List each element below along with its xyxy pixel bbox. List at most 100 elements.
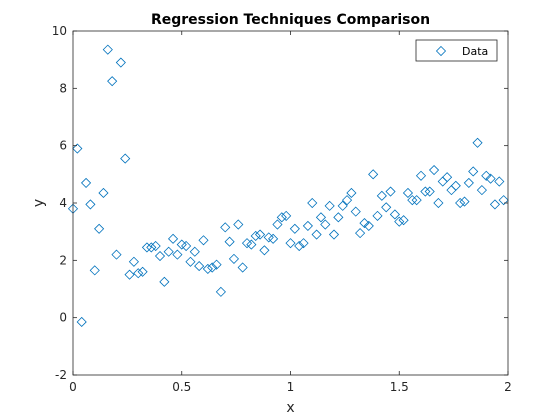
data-point — [428, 164, 440, 176]
data-point — [476, 185, 487, 196]
y-tick-label: 2 — [59, 253, 67, 267]
data-point — [237, 262, 248, 273]
data-point — [85, 199, 96, 210]
data-point — [89, 265, 100, 276]
data-point — [137, 266, 148, 277]
data-point — [381, 202, 392, 213]
legend-box — [415, 39, 498, 62]
data-point — [211, 259, 222, 270]
data-point — [150, 240, 161, 252]
data-point — [124, 269, 135, 280]
data-point — [455, 197, 466, 209]
data-point — [341, 195, 353, 206]
data-point — [481, 170, 492, 181]
data-point — [450, 180, 461, 191]
legend: Data — [415, 39, 498, 62]
plot-area — [73, 31, 508, 375]
data-point — [294, 240, 305, 252]
data-point — [163, 246, 174, 257]
data-point — [420, 186, 431, 197]
data-point — [159, 276, 170, 287]
x-tick-label: 0 — [69, 380, 77, 394]
x-tick-label: 1 — [287, 380, 295, 394]
data-point — [281, 210, 292, 221]
x-tick-label: 2 — [504, 380, 512, 394]
data-point — [394, 216, 405, 227]
data-point — [102, 44, 113, 55]
data-point — [328, 229, 340, 240]
y-tick-label: 0 — [59, 311, 67, 325]
y-tick-label: 6 — [59, 139, 67, 153]
data-point — [407, 195, 418, 206]
y-axis-ticks: -2 0 2 4 6 8 10 — [52, 24, 508, 382]
data-point — [333, 212, 344, 223]
data-point — [172, 249, 183, 260]
data-point — [320, 219, 331, 230]
data-point — [442, 172, 453, 183]
data-point — [207, 262, 218, 273]
chart-title: Regression Techniques Comparison — [151, 12, 430, 28]
y-tick-label: 4 — [59, 196, 67, 210]
x-axis-ticks: 0 0.5 1 1.5 2 — [69, 31, 512, 394]
data-point — [468, 166, 479, 177]
data-point — [215, 286, 226, 297]
data-point — [276, 212, 287, 223]
data-point — [411, 195, 422, 206]
data-point — [463, 177, 474, 188]
data-point — [359, 218, 370, 229]
data-point — [250, 230, 261, 242]
data-point — [272, 219, 283, 230]
x-axis-label: x — [286, 400, 294, 416]
data-point — [498, 195, 509, 206]
data-point — [72, 143, 83, 154]
y-tick-label: -2 — [55, 368, 67, 382]
data-point — [167, 233, 179, 244]
x-tick-label: 0.5 — [172, 380, 191, 394]
data-point — [141, 242, 153, 253]
data-point — [115, 57, 126, 68]
data-point — [259, 245, 270, 256]
data-point — [220, 222, 231, 233]
data-point — [350, 206, 361, 217]
data-point — [376, 190, 387, 201]
data-point — [363, 220, 374, 231]
data-point — [372, 210, 383, 221]
data-point — [224, 236, 235, 247]
data-point — [472, 137, 483, 148]
data-point — [311, 229, 322, 240]
data-point — [185, 256, 196, 267]
data-point — [189, 246, 200, 257]
data-point — [285, 238, 296, 249]
data-point — [254, 229, 266, 240]
data-point — [80, 177, 92, 188]
data-point — [337, 200, 348, 211]
data-points — [67, 44, 509, 328]
data-point — [298, 238, 309, 249]
data-point — [398, 215, 409, 226]
y-axis-label: y — [31, 199, 47, 207]
data-point — [98, 187, 109, 199]
y-tick-label: 8 — [59, 81, 67, 95]
y-tick-label: 10 — [52, 24, 67, 38]
data-point — [433, 197, 444, 209]
legend-label: Data — [462, 45, 488, 58]
data-point — [228, 253, 240, 264]
data-point — [194, 261, 205, 272]
data-point — [307, 197, 318, 209]
data-point — [268, 233, 279, 244]
data-point — [133, 268, 144, 279]
data-point — [181, 240, 192, 252]
data-point — [94, 223, 105, 234]
data-point — [146, 242, 157, 253]
data-point — [424, 186, 435, 197]
data-point — [120, 153, 131, 164]
data-point — [459, 196, 470, 207]
data-point — [385, 186, 396, 197]
data-point — [202, 263, 213, 274]
data-point — [289, 223, 300, 234]
data-point — [402, 187, 414, 199]
data-point — [76, 316, 87, 328]
data-point — [302, 220, 313, 231]
